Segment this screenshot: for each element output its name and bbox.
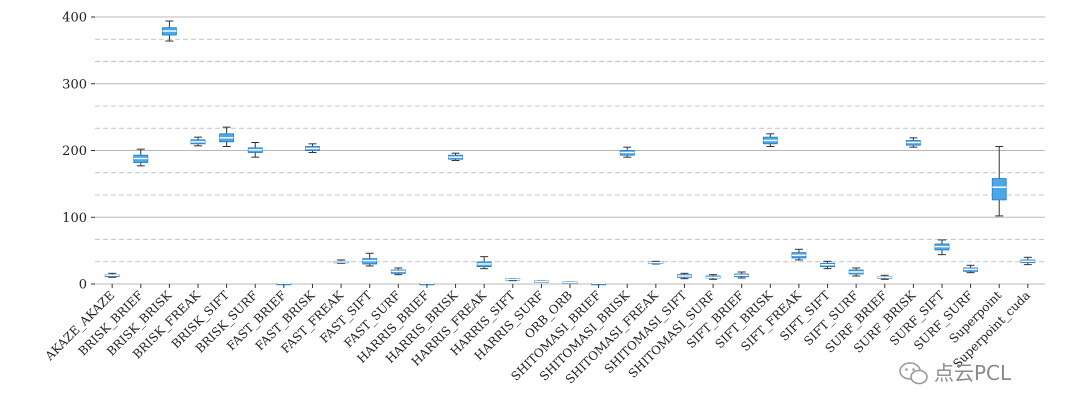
- box-shitomasi-freak: [648, 260, 664, 265]
- box-sift-brisk: [762, 133, 778, 147]
- y-tick-label: 0: [79, 278, 87, 293]
- box-shitomasi-surf: [705, 274, 721, 280]
- box-sift-brief: [734, 271, 750, 279]
- box-sift-freak: [791, 248, 807, 261]
- box-surf-brief: [877, 274, 893, 280]
- y-tick-label: 300: [62, 77, 87, 92]
- box-fast-freak: [333, 259, 349, 264]
- box-harris-sift: [505, 278, 521, 282]
- y-tick-label: 200: [62, 144, 87, 159]
- box-brisk-sift: [219, 126, 235, 147]
- box-harris-brisk: [448, 152, 463, 162]
- box-fast-surf: [390, 267, 406, 276]
- wechat-icon: [899, 362, 928, 385]
- box-surf-sift: [934, 239, 950, 256]
- box-sift-surf: [848, 267, 864, 277]
- box-superpoint: [991, 145, 1007, 217]
- box-brisk-freak: [190, 136, 206, 147]
- watermark: 点云PCL: [899, 361, 1012, 385]
- box-iqr: [991, 178, 1007, 201]
- box-fast-sift: [362, 252, 378, 267]
- box-shitomasi-sift: [677, 272, 692, 280]
- box-fast-brisk: [305, 143, 320, 154]
- box-harris-freak: [476, 256, 492, 270]
- y-tick-label: 100: [62, 211, 87, 226]
- watermark-text: 点云PCL: [934, 361, 1012, 385]
- box-shitomasi-brisk: [619, 146, 635, 158]
- x-axis-labels: AKAZE_AKAZEBRISK_BRIEFBRISK_BRISKBRISK_F…: [42, 284, 1033, 386]
- box-surf-surf: [963, 264, 979, 274]
- box-brisk-brief: [133, 148, 149, 167]
- y-axis: 0 100 200 300 400: [62, 11, 95, 293]
- box-harris-surf: [533, 280, 549, 283]
- box-orb-orb: [562, 281, 578, 284]
- y-tick-label: 400: [62, 11, 87, 26]
- box-surf-brisk: [905, 137, 921, 148]
- box-brisk-surf: [247, 141, 263, 158]
- box-superpoint-cuda: [1020, 256, 1036, 266]
- grid-lines: [95, 16, 1045, 285]
- box-brisk-brisk: [161, 20, 177, 42]
- box-sift-sift: [820, 260, 835, 270]
- box-series: [104, 20, 1036, 286]
- box-akaze-akaze: [104, 272, 120, 278]
